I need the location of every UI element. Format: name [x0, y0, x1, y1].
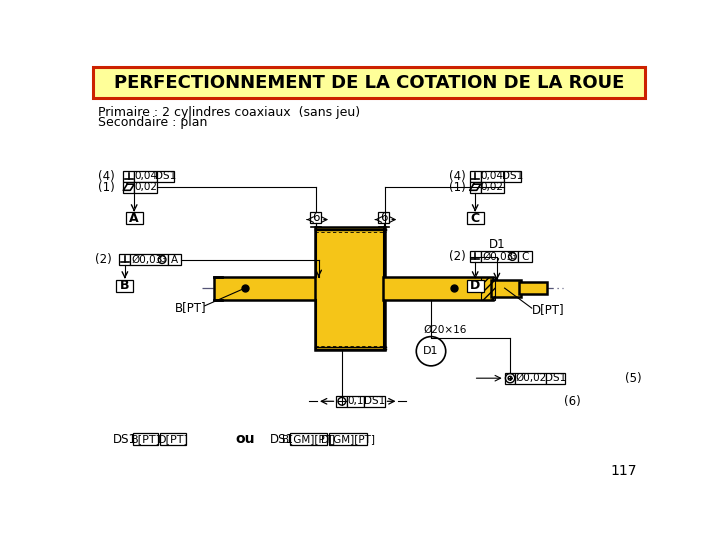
- Text: D: D: [470, 279, 480, 292]
- Text: (6): (6): [564, 395, 581, 408]
- Bar: [168, 254, 181, 265]
- Bar: [378, 212, 389, 222]
- Text: C: C: [521, 252, 528, 261]
- Bar: [310, 212, 321, 222]
- Bar: [518, 251, 532, 262]
- Bar: [516, 373, 546, 383]
- Bar: [123, 182, 134, 193]
- Bar: [93, 67, 645, 98]
- Text: Secondaire : plan: Secondaire : plan: [98, 117, 207, 130]
- Bar: [364, 396, 384, 407]
- Text: (4): (4): [449, 170, 466, 183]
- Bar: [347, 396, 364, 407]
- Text: C: C: [471, 212, 480, 225]
- Text: D[PT]: D[PT]: [532, 303, 564, 316]
- Text: A: A: [130, 212, 139, 225]
- Text: 0,04: 0,04: [135, 172, 157, 181]
- Text: B: B: [120, 279, 130, 292]
- Bar: [504, 171, 521, 182]
- Bar: [123, 171, 134, 182]
- Text: B[PT]: B[PT]: [175, 301, 207, 314]
- Text: 0,02: 0,02: [481, 182, 504, 192]
- Bar: [467, 280, 484, 292]
- Text: G: G: [160, 255, 166, 264]
- Text: Ø20×16: Ø20×16: [423, 325, 467, 335]
- Bar: [329, 433, 367, 445]
- Bar: [505, 373, 516, 383]
- Bar: [117, 280, 133, 292]
- Text: 0,04: 0,04: [481, 172, 504, 181]
- Text: DS1: DS1: [113, 433, 138, 446]
- Text: ou: ou: [235, 432, 255, 446]
- Bar: [469, 182, 481, 193]
- Text: D1: D1: [423, 346, 438, 356]
- Bar: [126, 212, 143, 224]
- Text: 0,02: 0,02: [135, 182, 157, 192]
- Bar: [469, 251, 481, 262]
- Text: (5): (5): [625, 372, 642, 384]
- Text: Primaire : 2 cylindres coaxiaux  (sans jeu): Primaire : 2 cylindres coaxiaux (sans je…: [98, 106, 360, 119]
- Bar: [214, 276, 316, 300]
- Bar: [160, 433, 186, 445]
- Bar: [134, 182, 158, 193]
- Bar: [519, 282, 547, 294]
- Text: D[GM][PT]: D[GM][PT]: [321, 434, 375, 444]
- Text: 0,1: 0,1: [348, 396, 364, 406]
- Bar: [315, 226, 384, 350]
- Bar: [133, 433, 158, 445]
- Bar: [134, 171, 158, 182]
- Bar: [546, 373, 565, 383]
- Text: DS1: DS1: [156, 172, 176, 181]
- Bar: [492, 280, 521, 296]
- Text: (2): (2): [449, 250, 466, 263]
- Text: DS1: DS1: [545, 373, 567, 383]
- Text: DS1: DS1: [502, 172, 523, 181]
- Text: B[PT]: B[PT]: [131, 434, 161, 444]
- Text: Ø0,02: Ø0,02: [516, 373, 546, 383]
- Text: 6: 6: [380, 211, 387, 224]
- Text: 117: 117: [611, 464, 637, 478]
- Text: D[PT]: D[PT]: [158, 434, 189, 444]
- Text: (2): (2): [95, 253, 112, 266]
- Text: Ø0,03: Ø0,03: [132, 255, 163, 265]
- Text: B[GM][PT]: B[GM][PT]: [282, 434, 335, 444]
- Bar: [481, 251, 518, 262]
- Bar: [336, 396, 347, 407]
- Bar: [481, 171, 504, 182]
- Text: PERFECTIONNEMENT DE LA COTATION DE LA ROUE: PERFECTIONNEMENT DE LA COTATION DE LA RO…: [114, 73, 624, 91]
- Text: (4): (4): [98, 170, 114, 183]
- Bar: [290, 433, 327, 445]
- Text: DS1: DS1: [270, 433, 294, 446]
- Text: 6: 6: [312, 211, 319, 224]
- Bar: [482, 276, 495, 300]
- Text: DS1: DS1: [364, 396, 385, 406]
- Text: D1: D1: [489, 239, 505, 252]
- Text: G: G: [510, 252, 516, 261]
- Text: Ø0,03: Ø0,03: [482, 252, 513, 261]
- Text: (1): (1): [449, 181, 466, 194]
- Bar: [481, 182, 504, 193]
- Text: (1): (1): [98, 181, 114, 194]
- Bar: [383, 276, 493, 300]
- Text: A: A: [171, 255, 178, 265]
- Bar: [469, 171, 481, 182]
- Bar: [130, 254, 168, 265]
- Bar: [158, 171, 174, 182]
- Bar: [467, 212, 484, 224]
- Bar: [120, 254, 130, 265]
